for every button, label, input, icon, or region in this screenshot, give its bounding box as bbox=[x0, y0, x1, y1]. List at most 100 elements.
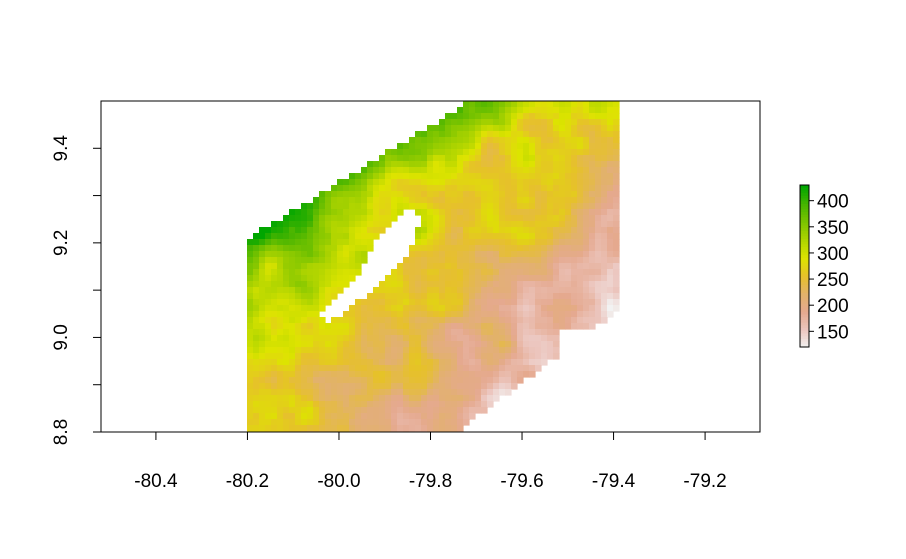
raster-cell bbox=[457, 173, 464, 180]
raster-cell bbox=[583, 179, 590, 186]
raster-cell bbox=[487, 317, 494, 324]
raster-cell bbox=[445, 323, 452, 330]
raster-cell bbox=[475, 305, 482, 312]
raster-cell bbox=[295, 323, 302, 330]
raster-cell bbox=[613, 263, 620, 270]
raster-cell bbox=[511, 305, 518, 312]
raster-cell bbox=[457, 221, 464, 228]
raster-cell bbox=[385, 209, 392, 216]
raster-cell bbox=[607, 311, 614, 318]
raster-cell bbox=[307, 419, 314, 426]
raster-cell bbox=[325, 239, 332, 246]
raster-cell bbox=[409, 167, 416, 174]
raster-cell bbox=[301, 383, 308, 390]
raster-cell bbox=[541, 317, 548, 324]
raster-cell bbox=[451, 119, 458, 126]
raster-cell bbox=[439, 317, 446, 324]
raster-cell bbox=[439, 155, 446, 162]
raster-cell bbox=[295, 221, 302, 228]
legend-swatch bbox=[800, 222, 809, 227]
raster-cell bbox=[493, 101, 500, 108]
raster-cell bbox=[499, 149, 506, 156]
raster-cell bbox=[385, 185, 392, 192]
raster-cell bbox=[283, 275, 290, 282]
raster-cell bbox=[463, 293, 470, 300]
raster-cell bbox=[433, 167, 440, 174]
raster-cell bbox=[535, 161, 542, 168]
raster-cell bbox=[493, 167, 500, 174]
raster-cell bbox=[331, 227, 338, 234]
raster-cell bbox=[409, 395, 416, 402]
raster-cell bbox=[565, 185, 572, 192]
raster-cell bbox=[571, 161, 578, 168]
raster-cell bbox=[343, 281, 350, 288]
raster-cell bbox=[331, 293, 338, 300]
raster-cell bbox=[415, 389, 422, 396]
raster-cell bbox=[247, 305, 254, 312]
raster-cell bbox=[529, 215, 536, 222]
raster-cell bbox=[355, 407, 362, 414]
raster-cell bbox=[583, 185, 590, 192]
raster-cell bbox=[517, 107, 524, 114]
raster-cell bbox=[481, 209, 488, 216]
raster-cell bbox=[265, 239, 272, 246]
raster-cell bbox=[301, 305, 308, 312]
raster-cell bbox=[451, 287, 458, 294]
raster-cell bbox=[433, 413, 440, 420]
raster-cell bbox=[295, 419, 302, 426]
raster-cell bbox=[511, 227, 518, 234]
raster-cell bbox=[445, 263, 452, 270]
raster-cell bbox=[259, 341, 266, 348]
raster-cell bbox=[307, 233, 314, 240]
raster-cell bbox=[559, 263, 566, 270]
raster-cell bbox=[301, 353, 308, 360]
raster-cell bbox=[355, 371, 362, 378]
raster-cell bbox=[373, 167, 380, 174]
raster-cell bbox=[421, 269, 428, 276]
raster-cell bbox=[421, 149, 428, 156]
raster-cell bbox=[499, 365, 506, 372]
raster-cell bbox=[511, 143, 518, 150]
raster-cell bbox=[535, 149, 542, 156]
raster-cell bbox=[547, 311, 554, 318]
raster-cell bbox=[337, 251, 344, 258]
raster-cell bbox=[331, 185, 338, 192]
raster-cell bbox=[505, 161, 512, 168]
raster-cell bbox=[487, 143, 494, 150]
raster-cell bbox=[517, 293, 524, 300]
raster-cell bbox=[541, 245, 548, 252]
raster-cell bbox=[499, 173, 506, 180]
raster-cell bbox=[469, 233, 476, 240]
raster-cell bbox=[307, 407, 314, 414]
raster-cell bbox=[385, 401, 392, 408]
raster-cell bbox=[607, 287, 614, 294]
raster-cell bbox=[475, 287, 482, 294]
raster-cell bbox=[343, 425, 350, 432]
raster-cell bbox=[307, 395, 314, 402]
raster-cell bbox=[487, 131, 494, 138]
legend-swatch bbox=[800, 244, 809, 248]
raster-cell bbox=[337, 329, 344, 336]
raster-cell bbox=[313, 341, 320, 348]
raster-cell bbox=[499, 275, 506, 282]
raster-cell bbox=[487, 239, 494, 246]
raster-cell bbox=[469, 383, 476, 390]
raster-cell bbox=[253, 245, 260, 252]
raster-cell bbox=[601, 179, 608, 186]
raster-cell bbox=[409, 371, 416, 378]
raster-cell bbox=[325, 203, 332, 210]
raster-cell bbox=[517, 251, 524, 258]
raster-cell bbox=[385, 167, 392, 174]
raster-cell bbox=[379, 383, 386, 390]
raster-cell bbox=[259, 227, 266, 234]
raster-cell bbox=[535, 305, 542, 312]
raster-cell bbox=[565, 191, 572, 198]
raster-cell bbox=[553, 293, 560, 300]
raster-cell bbox=[451, 395, 458, 402]
raster-cell bbox=[541, 287, 548, 294]
raster-cell bbox=[541, 203, 548, 210]
raster-cell bbox=[445, 221, 452, 228]
raster-cell bbox=[337, 341, 344, 348]
raster-cell bbox=[499, 317, 506, 324]
raster-cell bbox=[313, 257, 320, 264]
